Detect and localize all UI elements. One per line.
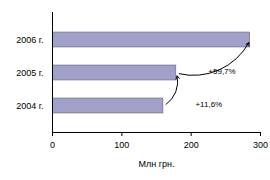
svg-text:200: 200: [184, 140, 199, 150]
svg-text:+59,7%: +59,7%: [208, 67, 235, 76]
svg-text:2006 г.: 2006 г.: [16, 35, 43, 45]
svg-text:300: 300: [253, 140, 268, 150]
svg-text:0: 0: [50, 140, 55, 150]
svg-text:2005 г.: 2005 г.: [16, 68, 43, 78]
svg-text:Млн грн.: Млн грн.: [139, 159, 175, 169]
svg-text:100: 100: [114, 140, 129, 150]
svg-text:2004 г.: 2004 г.: [16, 101, 43, 111]
svg-text:+11,6%: +11,6%: [195, 100, 222, 109]
